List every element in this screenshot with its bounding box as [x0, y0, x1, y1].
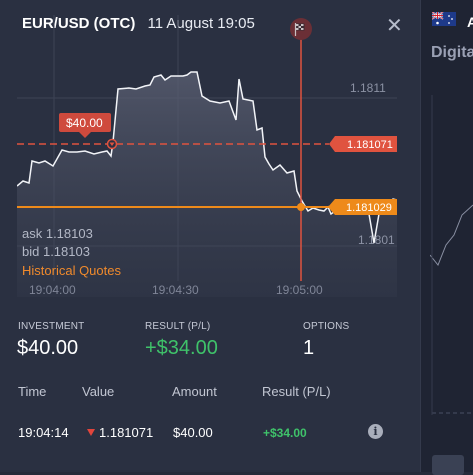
asset-name-initial[interactable]: A	[467, 14, 473, 30]
trade-header: EUR/USD (OTC) 11 August 19:05	[22, 15, 255, 32]
options-value: 1	[303, 337, 315, 359]
investment-label: INVESTMENT	[18, 321, 85, 332]
investment-tag[interactable]: $40.00	[59, 113, 111, 138]
digital-section-label[interactable]: Digita	[431, 44, 473, 61]
row-result: +$34.00	[263, 426, 307, 440]
row-value: 1.181071	[99, 425, 154, 440]
price-label-top: 1.1811	[350, 81, 386, 95]
chart-type-button[interactable]	[432, 455, 464, 475]
ask-quote: ask 1.18103	[22, 226, 93, 241]
direction-down-icon	[87, 429, 95, 436]
column-header-time: Time	[18, 384, 47, 399]
investment-value: $40.00	[17, 337, 79, 359]
australia-flag-icon	[432, 12, 456, 26]
price-chart: 1.1811 1.1801 1.181071 $40.00 1.181029 1…	[17, 15, 397, 297]
current-price-tag: 1.181029	[328, 199, 397, 215]
result-value: +$34.00	[145, 337, 218, 359]
historical-quotes-link[interactable]: Historical Quotes	[22, 263, 121, 278]
asset-pair: EUR/USD (OTC)	[22, 15, 136, 32]
time-label-2: 19:04:30	[152, 283, 199, 297]
time-label-1: 19:04:00	[29, 283, 76, 297]
background-app-strip	[420, 0, 473, 472]
column-header-result: Result (P/L)	[262, 384, 331, 399]
svg-text:1.181029: 1.181029	[346, 202, 392, 214]
background-chart	[430, 95, 473, 415]
current-price-dot	[297, 203, 305, 211]
row-amount: $40.00	[173, 425, 213, 440]
result-label: RESULT (P/L)	[145, 321, 211, 332]
svg-text:1.181071: 1.181071	[347, 139, 393, 151]
column-header-amount: Amount	[172, 384, 217, 399]
trade-datetime: 11 August 19:05	[147, 15, 255, 32]
close-button[interactable]: ✕	[386, 15, 403, 37]
price-label-bottom: 1.1801	[358, 233, 395, 247]
time-label-3: 19:05:00	[276, 283, 323, 297]
price-area	[17, 72, 397, 297]
info-icon[interactable]: i	[368, 424, 383, 439]
column-header-value: Value	[82, 384, 115, 399]
row-time: 19:04:14	[18, 425, 69, 440]
bid-quote: bid 1.18103	[22, 244, 90, 259]
strike-price-tag: 1.181071	[329, 136, 397, 152]
finish-flag-icon	[290, 18, 312, 40]
options-label: OPTIONS	[303, 321, 350, 332]
svg-text:$40.00: $40.00	[66, 116, 103, 130]
